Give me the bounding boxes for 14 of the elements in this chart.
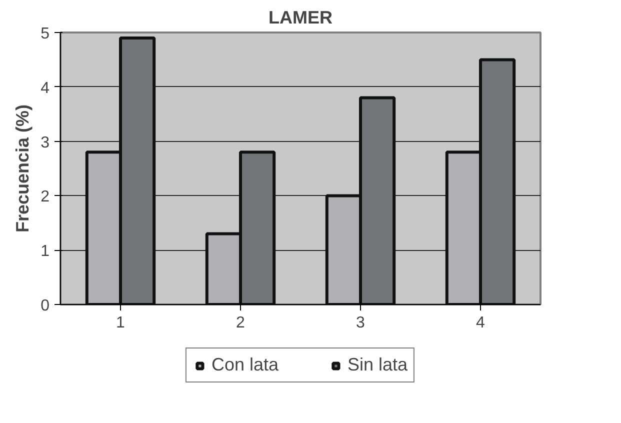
y-tick-label: 5 xyxy=(40,26,50,42)
x-tick-label: 3 xyxy=(356,314,366,332)
legend-label: Sin lata xyxy=(348,354,408,376)
y-tick-label: 4 xyxy=(40,80,50,97)
y-tick-label: 1 xyxy=(40,243,50,260)
y-tick-label: 3 xyxy=(40,134,50,152)
y-tick-label: 0 xyxy=(40,298,50,314)
y-axis-title: Frecuencia (%) xyxy=(12,104,33,233)
x-tick-label: 2 xyxy=(236,314,246,332)
x-tick-label: 1 xyxy=(116,314,126,332)
chart-title: LAMER xyxy=(268,8,333,28)
legend-label: Con lata xyxy=(211,354,278,376)
x-tick-label: 4 xyxy=(476,314,486,332)
y-tick-label: 2 xyxy=(40,188,50,206)
